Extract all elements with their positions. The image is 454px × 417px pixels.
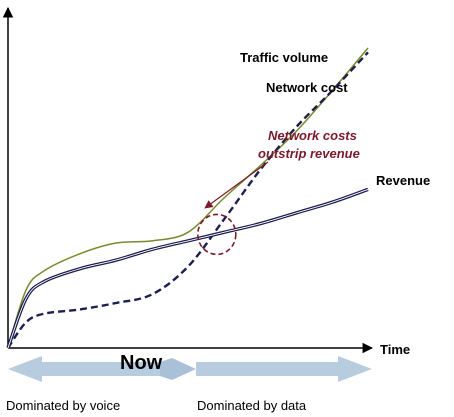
series-line-revenue-inner	[7, 188, 369, 349]
series-line-network-cost	[7, 51, 369, 349]
series-label-network-cost: Network cost	[266, 80, 348, 95]
timeline-arrow-left	[8, 356, 160, 382]
series-label-traffic-volume: Traffic volume	[240, 50, 328, 65]
annotation-arrow	[204, 161, 269, 209]
now-marker: Now	[120, 352, 163, 374]
series-label-revenue: Revenue	[376, 173, 430, 188]
timeline-arrow-center	[160, 358, 196, 380]
series-layer	[6, 47, 369, 349]
series-line-traffic-volume	[7, 47, 369, 349]
x-axis-label: Time	[380, 342, 410, 357]
annotation-text-line1: Network costs	[268, 128, 357, 143]
timeline-arrow	[8, 356, 372, 382]
timeline-arrow-right	[196, 356, 372, 382]
series-line-revenue	[6, 187, 369, 349]
era-label-data: Dominated by data	[197, 398, 307, 413]
era-label-voice: Dominated by voice	[6, 398, 120, 413]
crossover-circle	[197, 213, 237, 256]
annotation-text-line2: outstrip revenue	[258, 146, 360, 161]
